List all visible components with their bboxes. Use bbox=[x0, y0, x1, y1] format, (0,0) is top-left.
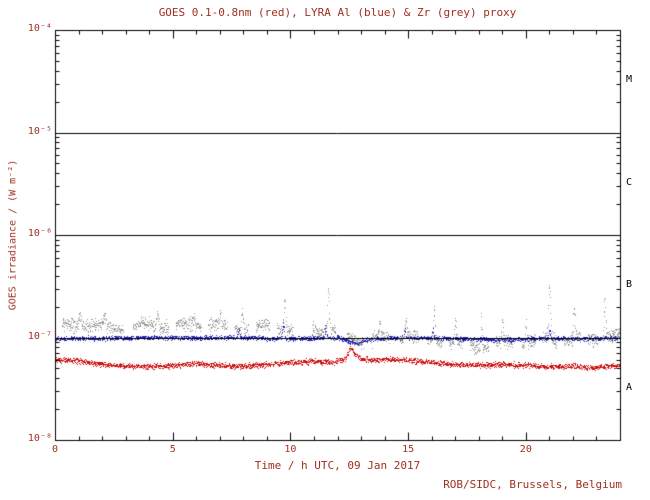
x-axis-label: Time / h UTC, 09 Jan 2017 bbox=[254, 459, 421, 472]
y-tick-label--6: 10⁻⁶ bbox=[27, 228, 52, 239]
y-tick-label--8: 10⁻⁸ bbox=[27, 433, 52, 444]
band-label-C: C bbox=[626, 176, 633, 188]
x-tick-label-15: 15 bbox=[402, 444, 415, 455]
y-tick-label--4: 10⁻⁴ bbox=[27, 23, 52, 34]
band-label-M: M bbox=[626, 74, 633, 86]
x-tick-label-0: 0 bbox=[51, 444, 59, 455]
y-tick-label--7: 10⁻⁷ bbox=[27, 330, 52, 342]
band-label-A: A bbox=[626, 381, 633, 393]
band-label-B: B bbox=[626, 279, 633, 291]
x-tick-label-5: 5 bbox=[169, 444, 176, 455]
credit-text: ROB/SIDC, Brussels, Belgium bbox=[443, 478, 622, 491]
chart-title: GOES 0.1-0.8nm (red), LYRA Al (blue) & Z… bbox=[158, 6, 517, 19]
x-tick-label-20: 20 bbox=[519, 444, 532, 455]
y-tick-label--5: 10⁻⁵ bbox=[27, 125, 52, 137]
x-tick-label-10: 10 bbox=[284, 444, 297, 455]
